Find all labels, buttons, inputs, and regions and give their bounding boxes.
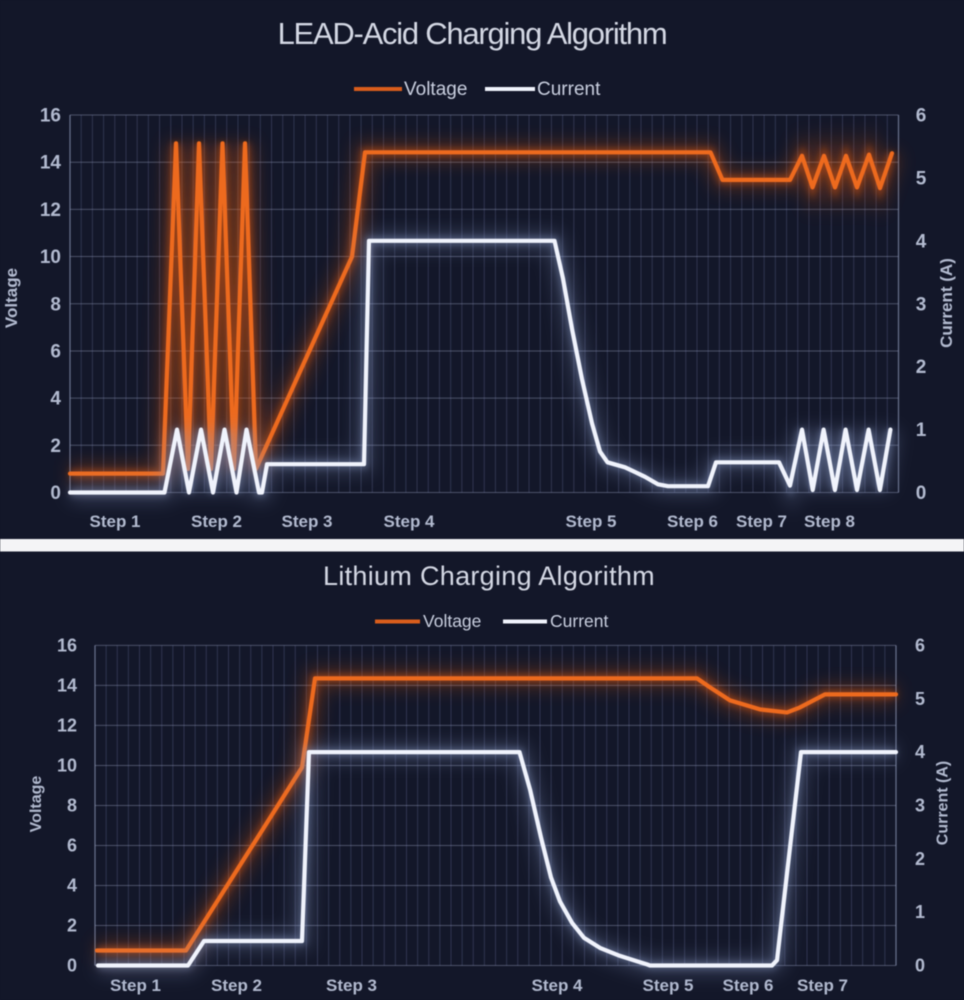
svg-text:Current (A): Current (A) — [937, 258, 956, 348]
svg-text:12: 12 — [57, 715, 77, 735]
svg-text:2: 2 — [67, 915, 77, 935]
svg-text:Step 2: Step 2 — [211, 976, 262, 995]
svg-text:Voltage: Voltage — [28, 776, 45, 833]
svg-text:Step 5: Step 5 — [642, 976, 693, 995]
svg-text:16: 16 — [57, 635, 77, 655]
svg-text:4: 4 — [50, 389, 61, 410]
svg-text:2: 2 — [916, 357, 927, 378]
svg-text:Step 6: Step 6 — [667, 512, 718, 531]
svg-text:3: 3 — [916, 294, 927, 315]
svg-text:14: 14 — [40, 153, 62, 174]
svg-text:0: 0 — [916, 483, 927, 504]
svg-text:8: 8 — [67, 795, 77, 815]
svg-text:Step 8: Step 8 — [804, 512, 855, 531]
svg-text:2: 2 — [915, 849, 925, 869]
svg-text:Step 7: Step 7 — [736, 512, 787, 531]
svg-text:6: 6 — [50, 341, 61, 362]
svg-text:1: 1 — [915, 902, 925, 922]
svg-text:Voltage: Voltage — [404, 79, 467, 100]
svg-text:1: 1 — [916, 420, 927, 441]
svg-text:Step 3: Step 3 — [281, 512, 332, 531]
svg-text:5: 5 — [915, 689, 925, 709]
svg-text:2: 2 — [50, 436, 61, 457]
svg-text:Step 1: Step 1 — [89, 512, 140, 531]
svg-text:5: 5 — [916, 168, 927, 189]
svg-text:Current: Current — [537, 79, 601, 100]
svg-text:6: 6 — [916, 106, 927, 127]
svg-text:Step 2: Step 2 — [191, 512, 242, 531]
svg-text:Voltage: Voltage — [2, 268, 21, 328]
svg-text:14: 14 — [57, 675, 77, 695]
svg-text:Current (A): Current (A) — [935, 761, 952, 845]
svg-text:Step 7: Step 7 — [797, 976, 848, 995]
svg-text:Step 5: Step 5 — [565, 512, 616, 531]
svg-text:0: 0 — [50, 483, 61, 504]
svg-text:4: 4 — [916, 231, 927, 252]
svg-text:Step 4: Step 4 — [383, 512, 435, 531]
svg-text:Current: Current — [550, 611, 608, 631]
svg-text:Voltage: Voltage — [423, 611, 481, 631]
svg-text:0: 0 — [67, 956, 77, 976]
svg-text:12: 12 — [40, 200, 61, 221]
svg-text:4: 4 — [67, 875, 77, 895]
svg-text:6: 6 — [915, 635, 925, 655]
svg-text:0: 0 — [915, 956, 925, 976]
svg-text:Step 3: Step 3 — [326, 976, 377, 995]
svg-text:6: 6 — [67, 835, 77, 855]
svg-text:10: 10 — [57, 755, 77, 775]
svg-text:10: 10 — [40, 247, 61, 268]
svg-text:Step 6: Step 6 — [722, 976, 773, 995]
svg-text:Step 4: Step 4 — [531, 976, 583, 995]
svg-text:8: 8 — [50, 294, 61, 315]
svg-text:Step 1: Step 1 — [110, 976, 161, 995]
svg-text:16: 16 — [40, 106, 61, 127]
svg-text:LEAD-Acid Charging Algorithm: LEAD-Acid Charging Algorithm — [278, 16, 667, 51]
svg-text:3: 3 — [915, 795, 925, 815]
svg-text:4: 4 — [915, 742, 925, 762]
svg-text:Lithium Charging Algorithm: Lithium Charging Algorithm — [323, 561, 655, 591]
